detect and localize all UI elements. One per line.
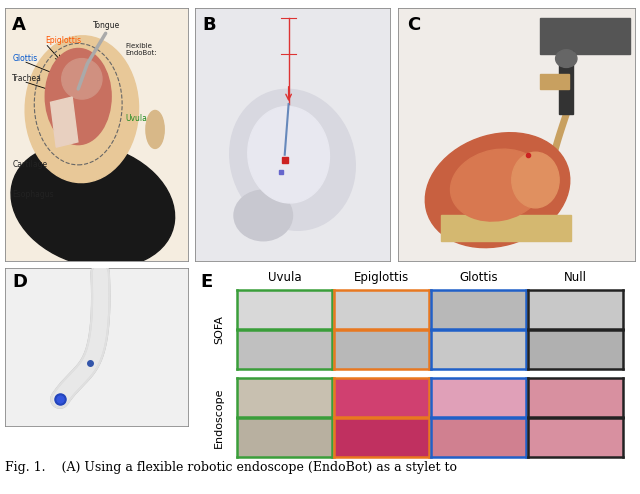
Ellipse shape bbox=[11, 143, 175, 268]
Text: C: C bbox=[408, 16, 420, 34]
Ellipse shape bbox=[45, 48, 111, 145]
Text: Glottis: Glottis bbox=[459, 271, 498, 284]
Ellipse shape bbox=[234, 190, 292, 241]
Text: Fig. 1.    (A) Using a flexible robotic endoscope (EndoBot) as a stylet to: Fig. 1. (A) Using a flexible robotic end… bbox=[5, 461, 457, 474]
Ellipse shape bbox=[556, 50, 577, 68]
Text: Tongue: Tongue bbox=[93, 21, 120, 30]
Text: A: A bbox=[12, 16, 26, 34]
Bar bbox=[540, 18, 630, 53]
Text: E: E bbox=[200, 273, 212, 291]
Text: SOFA: SOFA bbox=[214, 316, 224, 344]
Ellipse shape bbox=[25, 36, 139, 183]
Text: B: B bbox=[203, 16, 216, 34]
Text: Glottis: Glottis bbox=[12, 53, 38, 63]
Ellipse shape bbox=[248, 107, 330, 203]
Bar bbox=[51, 97, 78, 147]
Ellipse shape bbox=[146, 111, 164, 148]
Ellipse shape bbox=[61, 59, 102, 99]
Bar bbox=[559, 51, 573, 114]
Text: Flexible
EndoBot:: Flexible EndoBot: bbox=[126, 43, 157, 56]
Text: Esophagus: Esophagus bbox=[12, 190, 54, 199]
Ellipse shape bbox=[426, 133, 570, 247]
Text: Uvula: Uvula bbox=[268, 271, 301, 284]
Text: Uvula: Uvula bbox=[126, 114, 148, 124]
Text: Cartilage: Cartilage bbox=[12, 160, 47, 169]
Text: Epiglottis: Epiglottis bbox=[45, 36, 81, 45]
Text: Endoscope: Endoscope bbox=[214, 388, 224, 448]
Ellipse shape bbox=[451, 149, 545, 221]
Text: D: D bbox=[12, 273, 28, 291]
Bar bbox=[441, 215, 571, 241]
Text: Trachea: Trachea bbox=[12, 74, 42, 83]
Ellipse shape bbox=[230, 89, 355, 230]
Ellipse shape bbox=[512, 152, 559, 208]
Text: Null: Null bbox=[564, 271, 587, 284]
Text: Epiglottis: Epiglottis bbox=[354, 271, 409, 284]
Bar bbox=[540, 74, 569, 89]
